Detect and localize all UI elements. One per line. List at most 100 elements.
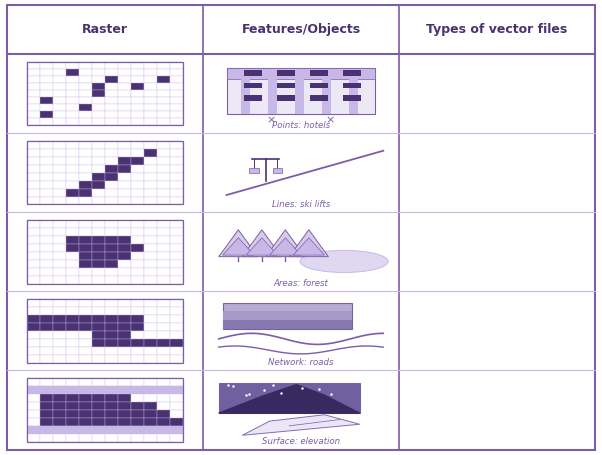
Bar xyxy=(118,386,131,394)
Bar xyxy=(105,111,118,118)
Bar xyxy=(40,76,53,83)
X-axis label: X: X xyxy=(504,360,509,369)
Point xyxy=(521,402,531,409)
Bar xyxy=(118,402,131,410)
Bar xyxy=(118,197,131,204)
Point xyxy=(530,411,540,418)
Y-axis label: Y: Y xyxy=(412,369,417,378)
Bar xyxy=(27,426,40,434)
Bar xyxy=(170,244,184,252)
Bar xyxy=(92,426,105,434)
Bar xyxy=(105,386,118,394)
Bar xyxy=(157,173,170,181)
X-axis label: X: X xyxy=(504,202,509,211)
Bar xyxy=(144,339,157,347)
Bar xyxy=(53,157,66,165)
Bar xyxy=(244,83,262,88)
Bar xyxy=(92,276,105,283)
Polygon shape xyxy=(289,230,329,257)
Bar xyxy=(105,402,118,410)
Bar xyxy=(170,307,184,315)
Bar xyxy=(40,299,53,307)
Bar xyxy=(40,418,53,426)
Bar xyxy=(79,379,92,386)
Bar xyxy=(66,323,79,331)
Polygon shape xyxy=(219,230,258,257)
Bar xyxy=(170,157,184,165)
Point xyxy=(469,246,479,253)
Bar xyxy=(170,268,184,276)
Bar xyxy=(157,339,170,347)
Point xyxy=(530,393,540,400)
Bar xyxy=(27,76,40,83)
Bar xyxy=(105,83,118,91)
Bar xyxy=(27,97,40,104)
Point xyxy=(488,318,498,326)
Text: Features/Objects: Features/Objects xyxy=(241,23,361,36)
Bar xyxy=(40,331,53,339)
Bar xyxy=(157,252,170,260)
Bar xyxy=(92,347,105,355)
Bar xyxy=(40,97,53,104)
Bar xyxy=(27,157,40,165)
Bar xyxy=(79,157,92,165)
Bar xyxy=(66,307,79,315)
Bar xyxy=(92,244,105,252)
Bar xyxy=(53,402,66,410)
Bar xyxy=(144,189,157,197)
Bar xyxy=(118,260,131,268)
Bar xyxy=(105,62,118,69)
Bar xyxy=(53,141,66,149)
Point xyxy=(469,402,479,409)
Point xyxy=(546,413,556,420)
Bar xyxy=(40,339,53,347)
Bar xyxy=(27,236,40,244)
Bar xyxy=(105,220,118,228)
Bar xyxy=(105,189,118,197)
Point xyxy=(498,228,508,235)
Bar xyxy=(349,79,358,114)
Bar xyxy=(27,418,40,426)
Bar xyxy=(53,244,66,252)
Bar xyxy=(40,394,53,402)
Bar xyxy=(144,220,157,228)
Text: Network: roads: Network: roads xyxy=(268,358,334,367)
Bar xyxy=(40,197,53,204)
Bar xyxy=(40,402,53,410)
Bar xyxy=(66,426,79,434)
Bar xyxy=(157,62,170,69)
Bar xyxy=(131,76,144,83)
Bar xyxy=(53,118,66,126)
Bar xyxy=(144,276,157,283)
Bar xyxy=(157,276,170,283)
Bar xyxy=(53,149,66,157)
Bar xyxy=(105,76,118,83)
Bar xyxy=(105,91,118,97)
Bar xyxy=(131,173,144,181)
Bar xyxy=(170,434,184,442)
Bar xyxy=(157,69,170,76)
Point xyxy=(486,399,495,406)
Bar xyxy=(118,276,131,283)
Bar xyxy=(27,323,40,331)
Bar xyxy=(27,315,40,323)
Bar xyxy=(170,394,184,402)
Bar xyxy=(53,260,66,268)
Bar xyxy=(157,220,170,228)
Bar xyxy=(66,76,79,83)
Bar xyxy=(27,104,40,111)
Bar xyxy=(157,355,170,363)
X-axis label: X: X xyxy=(504,281,509,290)
Bar xyxy=(343,95,361,101)
Bar xyxy=(118,149,131,157)
Point xyxy=(482,250,492,257)
Bar xyxy=(170,228,184,236)
Bar xyxy=(157,394,170,402)
Bar xyxy=(157,91,170,97)
Bar xyxy=(170,69,184,76)
Bar xyxy=(157,197,170,204)
Bar xyxy=(144,69,157,76)
Bar xyxy=(118,244,131,252)
Bar xyxy=(27,260,40,268)
Point xyxy=(444,329,454,336)
